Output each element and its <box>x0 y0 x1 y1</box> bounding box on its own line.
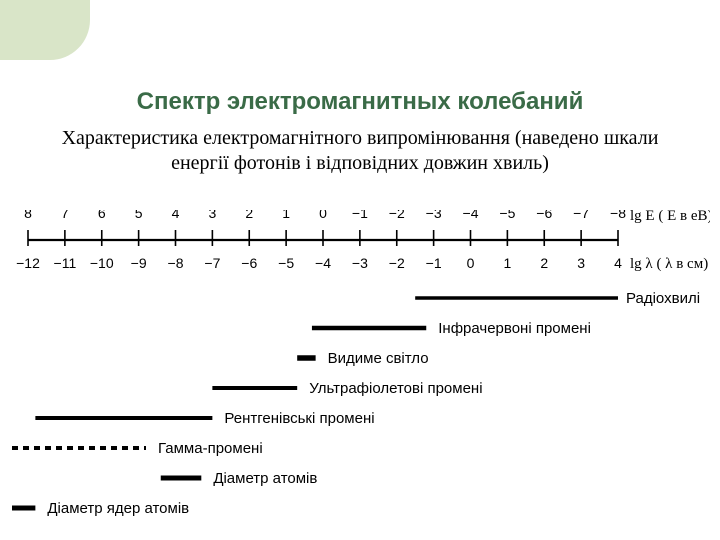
band-label-nucleus: Діаметр ядер атомів <box>47 500 189 517</box>
lgE-tick-3: 3 <box>208 210 216 221</box>
corner-decoration <box>0 0 90 60</box>
lgE-tick--5: −5 <box>499 210 515 221</box>
band-label-visible: Видиме світло <box>328 350 429 367</box>
lgE-tick--7: −7 <box>573 210 589 221</box>
lgL-tick-0: 0 <box>467 255 475 271</box>
subtitle-line-2: енергії фотонів і відповідних довжин хви… <box>171 152 549 174</box>
lgL-tick-3: 3 <box>577 255 585 271</box>
lgL-tick--6: −6 <box>241 255 257 271</box>
lgE-tick--1: −1 <box>352 210 368 221</box>
lgL-tick--4: −4 <box>315 255 331 271</box>
slide-title: Спектр электромагнитных колебаний <box>0 88 720 116</box>
lgE-tick-2: 2 <box>245 210 253 221</box>
lgL-tick--10: −10 <box>90 255 114 271</box>
lgE-tick--8: −8 <box>610 210 626 221</box>
band-label-gamma: Гамма-промені <box>158 440 263 457</box>
subtitle-line-1: Характеристика електромагнітного випромі… <box>62 127 659 149</box>
lgL-tick--12: −12 <box>16 255 40 271</box>
lgE-tick-4: 4 <box>172 210 180 221</box>
lgE-tick--4: −4 <box>463 210 479 221</box>
lgL-tick--8: −8 <box>168 255 184 271</box>
band-label-uv: Ультрафіолетові промені <box>309 380 482 397</box>
lgE-tick-5: 5 <box>135 210 143 221</box>
lgE-tick-8: 8 <box>24 210 32 221</box>
band-label-infrared: Інфрачервоні промені <box>438 320 591 337</box>
lgL-tick-2: 2 <box>540 255 548 271</box>
lgE-tick-7: 7 <box>61 210 69 221</box>
spectrum-diagram: 8−127−116−105−94−83−72−61−50−4−1−3−2−2−3… <box>10 210 710 530</box>
lgL-tick-4: 4 <box>614 255 622 271</box>
lgL-tick-1: 1 <box>503 255 511 271</box>
lgL-tick--1: −1 <box>426 255 442 271</box>
lgE-tick--2: −2 <box>389 210 405 221</box>
axis-top-caption: lg E ( E в еВ) <box>630 210 710 224</box>
band-label-atom: Діаметр атомів <box>213 470 317 487</box>
lgE-tick-6: 6 <box>98 210 106 221</box>
lgL-tick--5: −5 <box>278 255 294 271</box>
lgL-tick--9: −9 <box>131 255 147 271</box>
slide-subtitle: Характеристика електромагнітного випромі… <box>40 126 680 176</box>
band-label-xray: Рентгенівські промені <box>224 410 374 427</box>
lgE-tick-1: 1 <box>282 210 290 221</box>
lgL-tick--11: −11 <box>54 255 77 271</box>
band-label-radio: Радіохвилі <box>626 290 700 307</box>
axis-bottom-caption: lg λ ( λ в см) <box>630 256 708 272</box>
lgL-tick--2: −2 <box>389 255 405 271</box>
lgL-tick--7: −7 <box>204 255 220 271</box>
lgE-tick--6: −6 <box>536 210 552 221</box>
lgE-tick--3: −3 <box>426 210 442 221</box>
lgL-tick--3: −3 <box>352 255 368 271</box>
lgE-tick-0: 0 <box>319 210 327 221</box>
